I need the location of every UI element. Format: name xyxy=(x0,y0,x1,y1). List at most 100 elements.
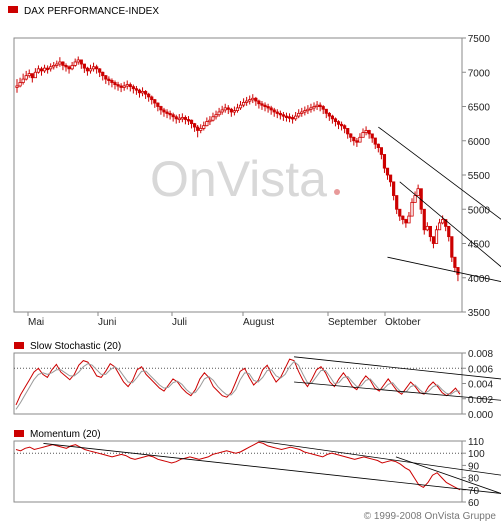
price-candle-body xyxy=(315,104,319,108)
price-candle-body xyxy=(266,106,270,109)
price-candle-body xyxy=(159,106,163,111)
price-candle-body xyxy=(382,154,387,169)
price-candle-body xyxy=(147,93,151,98)
price-trendline xyxy=(378,126,501,220)
price-candle-body xyxy=(410,201,414,217)
price-ytick-label: 6500 xyxy=(468,103,491,114)
momentum-legend-swatch xyxy=(14,430,24,437)
price-candle-body xyxy=(58,61,62,65)
price-candle-body xyxy=(333,118,338,122)
price-candle-body xyxy=(18,82,22,87)
price-ytick-label: 5000 xyxy=(468,205,491,216)
price-candle-body xyxy=(140,91,145,94)
price-candle-body xyxy=(352,136,356,142)
price-candle-body xyxy=(162,109,166,113)
price-candle-body xyxy=(336,121,341,125)
price-candle-body xyxy=(208,119,212,123)
price-candle-body xyxy=(107,78,111,81)
price-candle-body xyxy=(116,84,120,87)
price-candle-body xyxy=(156,102,160,107)
price-title: DAX PERFORMANCE-INDEX xyxy=(24,6,159,17)
price-candle-body xyxy=(55,63,59,66)
price-candle-body xyxy=(79,59,83,65)
price-candle-body xyxy=(199,128,203,131)
stoch-ytick-label: 0.002 xyxy=(468,395,493,406)
price-candle-body xyxy=(437,222,442,231)
price-candle-body xyxy=(248,99,252,102)
price-candle-body xyxy=(321,106,325,110)
price-candle-body xyxy=(171,114,175,118)
price-candle-body xyxy=(434,229,439,244)
mom-ytick-label: 70 xyxy=(468,486,480,497)
stoch-ytick-label: 0.006 xyxy=(468,364,493,375)
price-candle-body xyxy=(379,147,383,155)
price-ytick-label: 5500 xyxy=(468,171,491,182)
price-candle-body xyxy=(134,88,139,91)
price-candle-body xyxy=(428,225,432,238)
price-candle-body xyxy=(404,219,408,224)
price-candle-body xyxy=(303,110,307,113)
price-xtick-label: September xyxy=(328,317,378,328)
price-candle-body xyxy=(275,111,279,114)
price-candle-body xyxy=(395,195,399,210)
price-candle-body xyxy=(110,80,114,83)
price-candle-body xyxy=(349,133,353,138)
price-candle-body xyxy=(254,97,258,102)
mom-ytick-label: 90 xyxy=(468,461,480,472)
price-candle-body xyxy=(324,108,328,114)
price-candle-body xyxy=(392,181,396,196)
price-ytick-label: 4000 xyxy=(468,274,491,285)
mom-trendline xyxy=(258,440,501,476)
price-candle-body xyxy=(235,107,240,112)
price-candle-body xyxy=(211,116,215,121)
mom-ytick-label: 100 xyxy=(468,449,485,460)
price-xtick-label: Juni xyxy=(98,317,116,328)
stoch-trendline xyxy=(294,381,501,401)
stoch-series-line xyxy=(15,360,460,410)
mom-trendline xyxy=(43,443,501,494)
price-candle-body xyxy=(128,84,132,88)
price-candle-body xyxy=(85,67,90,72)
price-candle-body xyxy=(297,112,301,117)
price-candle-body xyxy=(309,107,313,110)
price-xtick-label: August xyxy=(243,317,274,328)
price-candle-body xyxy=(416,188,420,196)
stochastic-legend-swatch xyxy=(14,342,24,349)
price-candle-body xyxy=(290,117,295,120)
price-candle-body xyxy=(165,111,169,114)
price-candle-body xyxy=(358,136,362,143)
price-candle-body xyxy=(318,104,322,108)
price-candle-body xyxy=(122,85,126,88)
price-candle-body xyxy=(177,117,181,121)
momentum-plot-frame xyxy=(13,440,463,503)
price-candle-body xyxy=(21,78,25,83)
price-candle-body xyxy=(229,108,233,113)
price-candle-body xyxy=(15,85,19,88)
price-candle-body xyxy=(232,110,237,113)
stoch-trendline xyxy=(294,356,501,380)
price-candle-body xyxy=(456,267,460,275)
price-candle-body xyxy=(119,85,123,88)
price-candle-body xyxy=(453,256,457,268)
price-ytick-label: 7500 xyxy=(468,34,491,45)
price-candle-body xyxy=(361,132,365,138)
stoch-ytick-label: 0.004 xyxy=(468,380,493,391)
price-candle-body xyxy=(49,66,53,70)
price-candle-body xyxy=(144,91,148,95)
price-ytick-label: 7000 xyxy=(468,68,491,79)
price-candle-body xyxy=(82,63,86,69)
price-candle-body xyxy=(263,104,267,108)
watermark-text: OnVista xyxy=(150,151,327,207)
price-candle-body xyxy=(385,167,390,176)
price-xtick-label: Juli xyxy=(172,317,187,328)
footer-copyright: © 1999-2008 OnVista Gruppe xyxy=(364,511,497,521)
price-candle-body xyxy=(364,130,368,133)
price-candle-body xyxy=(269,107,273,111)
price-trendline xyxy=(399,181,501,268)
price-candle-body xyxy=(214,114,218,118)
price-candle-body xyxy=(64,65,68,68)
price-candle-body xyxy=(168,112,172,116)
price-candle-body xyxy=(376,143,380,149)
price-candle-body xyxy=(39,68,44,72)
price-candle-body xyxy=(343,125,347,129)
